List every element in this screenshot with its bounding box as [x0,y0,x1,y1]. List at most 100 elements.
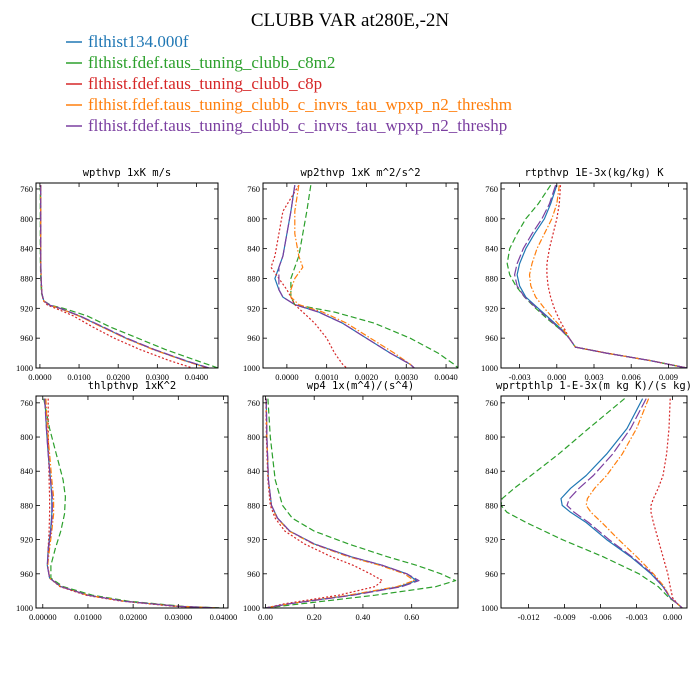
series-line [47,398,215,608]
series-line [43,398,224,608]
y-tick-label: 960 [20,333,33,343]
series-line [516,185,687,368]
y-tick-label: 1000 [16,603,33,613]
x-tick-label: 0.00000 [29,612,57,622]
chart-panel: wpthvp 1xK m/s 760 800 840 880 920 960 10000.00… [16,167,219,382]
series-line [39,185,218,368]
x-tick-label: 0.0000 [28,372,51,382]
legend-item: flthist.fdef.taus_tuning_clubb_c8p [66,74,322,93]
series-group [265,398,457,608]
y-tick-label: 960 [247,569,260,579]
series-line [290,185,458,368]
x-tick-label: 0.0040 [434,372,457,382]
y-tick-label: 880 [247,500,260,510]
series-line [585,398,683,608]
x-tick-label: 0.40 [356,612,371,622]
series-group [501,398,683,608]
chart-panel: wp2thvp 1xK m^2/s^2 760 800 840 880 920 960 100… [243,167,459,382]
x-tick-label: 0.00 [258,612,273,622]
x-tick-label: -0.006 [590,612,612,622]
panel-title: thlpthvp 1xK^2 [88,380,177,392]
series-line [566,398,683,608]
plot-frame [35,182,219,369]
series-line [265,398,418,608]
y-tick-label: 840 [20,244,33,254]
y-tick-label: 920 [20,535,33,545]
chart-panel: thlpthvp 1xK^2 760 800 840 880 920 960 10000.00… [16,380,237,622]
y-tick-label: 800 [247,214,260,224]
y-tick-label: 1000 [481,603,498,613]
legend-label: flthist134.000f [88,32,189,51]
series-line [560,398,683,608]
x-tick-label: -0.003 [509,372,531,382]
legend-item: flthist.fdef.taus_tuning_clubb_c_invrs_t… [66,95,512,114]
y-tick-label: 880 [485,273,498,283]
x-tick-label: 0.0030 [395,372,418,382]
x-tick-label: 0.03000 [164,612,192,622]
series-line [40,185,208,368]
y-tick-label: 840 [485,466,498,476]
y-tick-label: 840 [485,244,498,254]
series-line [265,398,383,608]
y-tick-label: 800 [20,214,33,224]
y-tick-label: 800 [20,432,33,442]
series-line [270,184,348,368]
series-line [40,185,210,368]
y-tick-label: 1000 [243,603,260,613]
panel-title: rtpthvp 1E-3x(kg/kg) K [524,167,664,179]
x-tick-label: 0.0010 [315,372,338,382]
plot-frame [500,182,688,369]
series-group [39,185,218,368]
plot-frame [500,395,688,609]
y-tick-label: 800 [485,432,498,442]
panel-title: wpthvp 1xK m/s [83,167,172,179]
y-tick-label: 760 [247,184,260,194]
y-tick-label: 760 [485,398,498,408]
y-tick-label: 760 [247,398,260,408]
y-tick-label: 840 [247,466,260,476]
x-tick-label: 0.01000 [74,612,102,622]
x-tick-label: 0.0400 [185,372,208,382]
x-tick-label: -0.003 [626,612,648,622]
legend-label: flthist.fdef.taus_tuning_clubb_c_invrs_t… [88,116,507,135]
x-tick-label: 0.0200 [107,372,130,382]
y-tick-label: 960 [20,569,33,579]
panel-title: wp2thvp 1xK m^2/s^2 [300,167,420,179]
series-line [265,398,420,608]
y-tick-label: 920 [247,303,260,313]
y-tick-label: 920 [247,535,260,545]
plot-frame [262,395,459,609]
series-line [45,398,220,608]
y-tick-label: 960 [485,569,498,579]
legend: flthist134.000f flthist.fdef.taus_tuning_… [66,32,512,135]
x-tick-label: 0.20 [307,612,322,622]
y-tick-label: 880 [20,500,33,510]
plot-frame [262,182,459,369]
y-tick-label: 920 [20,303,33,313]
panel-title: wprtpthlp 1-E-3x(m kg K)/(s kg) [496,380,692,392]
x-tick-label: 0.006 [622,372,641,382]
plot-frame [35,395,229,609]
x-tick-label: 0.04000 [210,612,238,622]
chart-panel: wprtpthlp 1-E-3x(m kg K)/(s kg) 760 800 840… [481,380,692,622]
series-line [528,185,687,368]
y-tick-label: 760 [20,184,33,194]
y-tick-label: 840 [20,466,33,476]
y-tick-label: 880 [485,500,498,510]
series-line [650,398,683,608]
series-line [40,185,193,368]
y-tick-label: 1000 [16,363,33,373]
chart-panel: rtpthvp 1E-3x(kg/kg) K 760 800 840 880 920 960… [481,167,688,382]
y-tick-label: 920 [485,303,498,313]
series-line [506,184,687,368]
series-line [513,185,687,368]
x-tick-label: 0.60 [404,612,419,622]
series-group [43,398,224,608]
y-tick-label: 960 [485,333,498,343]
x-tick-label: 0.0100 [67,372,90,382]
y-tick-label: 880 [20,273,33,283]
legend-item: flthist.fdef.taus_tuning_clubb_c8m2 [66,53,335,72]
figure-title: CLUBB VAR at280E,-2N [251,10,450,31]
x-tick-label: 0.000 [663,612,682,622]
panel-title: wp4 1x(m^4)/(s^4) [307,380,414,392]
